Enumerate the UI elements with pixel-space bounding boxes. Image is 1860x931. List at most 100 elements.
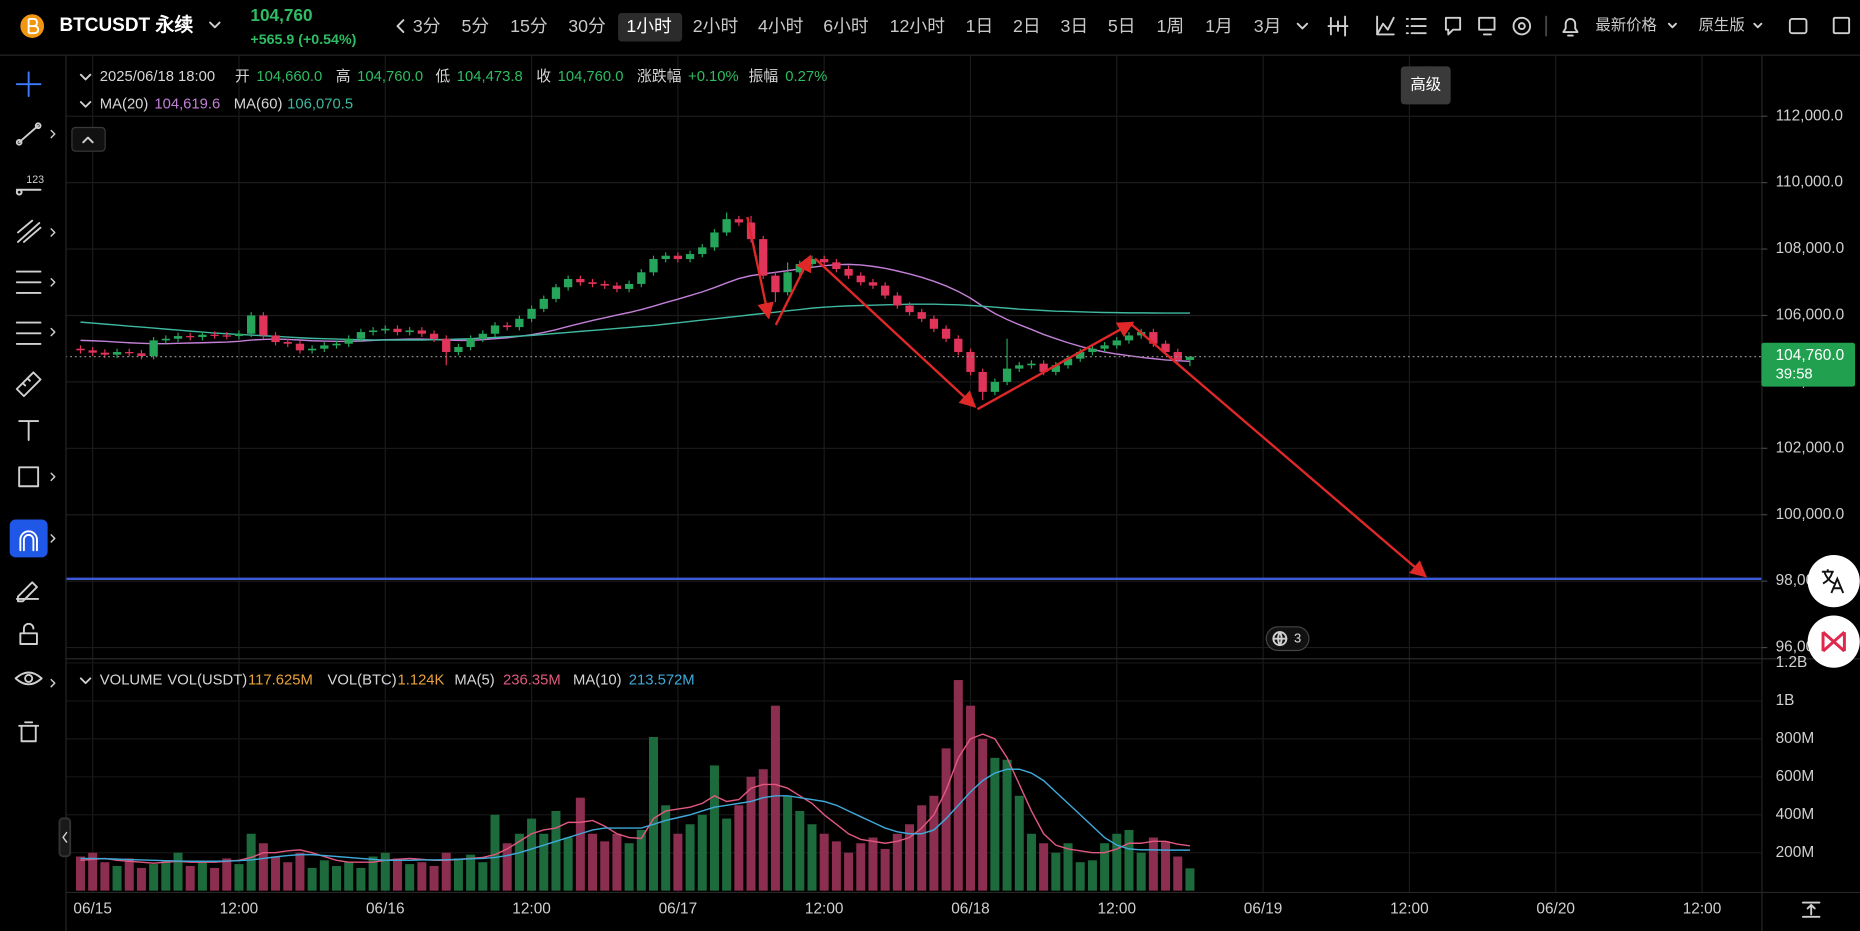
interval[interactable]: 6小时 [823, 16, 869, 36]
volume-bar [978, 738, 988, 891]
crosshair-tool[interactable] [15, 71, 42, 98]
interval[interactable]: 2小时 [693, 16, 739, 36]
candle-body [978, 371, 987, 392]
price-type[interactable]: 最新价格 [1595, 16, 1657, 34]
pattern-tool[interactable] [15, 270, 42, 294]
volume-bar [929, 795, 939, 891]
volume-ma-line [80, 768, 1190, 862]
volume-tick-label: 400M [1776, 806, 1815, 823]
replay-icon[interactable] [1478, 16, 1496, 36]
pen-tool[interactable] [15, 581, 40, 603]
price-change: +565.9 (+0.54%) [250, 32, 356, 48]
tool-icons [1327, 15, 1851, 37]
collapse-arrow [62, 831, 68, 843]
delete-tool[interactable] [18, 721, 40, 743]
interval[interactable]: 3日 [1060, 16, 1088, 36]
candle-body [941, 328, 951, 339]
ma-line [80, 263, 1191, 363]
symbol[interactable]: BTCUSDT 永续 [59, 13, 193, 36]
volume-bar [197, 862, 207, 891]
interval[interactable]: 1日 [966, 16, 994, 36]
candle-body [88, 350, 97, 353]
y-tick-label: 110,000.0 [1776, 174, 1843, 191]
price-tag-countdown: 39:58 [1776, 367, 1813, 383]
fib-tool[interactable] [17, 219, 42, 243]
interval[interactable]: 15分 [510, 16, 548, 36]
draw-icon[interactable] [1444, 16, 1462, 36]
volume-bar [1124, 829, 1134, 891]
magnet-active-bg [9, 519, 48, 558]
chevron[interactable] [209, 21, 221, 29]
candle-body [405, 330, 414, 333]
lock-tool[interactable] [19, 622, 38, 645]
shape-tool[interactable] [18, 466, 40, 488]
arrow [774, 254, 812, 326]
candle-body [515, 318, 524, 328]
candle-body [564, 278, 573, 288]
version[interactable]: 原生版 [1699, 16, 1745, 34]
legend: 2025/06/18 18:00 开 104,660.0 高 104,760.0 低 10… [71, 68, 827, 689]
visibility-tool[interactable] [14, 671, 43, 686]
volume-bar [441, 852, 451, 891]
number-tool[interactable] [15, 188, 42, 196]
line-tool[interactable] [15, 122, 42, 146]
interval[interactable]: 4小时 [758, 16, 804, 36]
candle-body [356, 332, 366, 339]
volume-bar [332, 866, 342, 891]
ruler-tool[interactable] [15, 371, 42, 398]
volume-bar [636, 829, 646, 891]
legend-value: +0.10% [688, 69, 739, 85]
interval[interactable]: 2日 [1013, 16, 1041, 36]
translate-icon [1821, 569, 1845, 594]
arrow [814, 257, 977, 408]
interval[interactable]: 3月 [1254, 16, 1282, 36]
candle-body [637, 272, 646, 284]
channel-tool[interactable] [15, 321, 42, 345]
volume-bar [892, 833, 902, 891]
volume-tick-label: 800M [1776, 730, 1815, 747]
legend-toggles[interactable] [79, 73, 92, 685]
interval[interactable]: 5分 [462, 16, 490, 36]
chart-type-icon[interactable] [1327, 15, 1349, 37]
settings-icon[interactable] [1512, 16, 1532, 36]
layout-icon[interactable] [1788, 18, 1808, 35]
indicator-icon[interactable] [1376, 15, 1395, 36]
translate-button[interactable] [1807, 555, 1860, 608]
candle-body [368, 330, 378, 333]
volume-bar [575, 797, 585, 891]
interval[interactable]: 30分 [568, 16, 606, 36]
interval[interactable]: 1周 [1157, 16, 1185, 36]
x-tick-label: 12:00 [805, 901, 844, 918]
legend-value: 104,760.0 [558, 69, 624, 85]
interval[interactable]: 3分 [413, 16, 441, 36]
ma-name: MA(20) [100, 96, 149, 112]
volume-bar [709, 765, 719, 891]
volume-bar [722, 818, 732, 891]
volume-bar [392, 858, 402, 891]
collapse-tab[interactable] [58, 817, 72, 858]
candle-body [454, 347, 463, 353]
volume-bar [905, 824, 915, 891]
ma-value: 104,619.6 [154, 96, 220, 112]
interval[interactable]: 1小时 [626, 16, 672, 36]
list-icon[interactable] [1405, 18, 1427, 35]
alert-icon[interactable] [1562, 18, 1579, 37]
fullscreen-icon[interactable] [1832, 16, 1851, 35]
tool-label: 123 [26, 174, 44, 186]
candle-body [1027, 363, 1036, 366]
vol-ma-value: 236.35M [503, 673, 561, 689]
scroll-left[interactable] [396, 19, 405, 33]
magnet-tool[interactable] [19, 530, 38, 552]
axis-reset-icon[interactable] [1801, 901, 1821, 918]
more-intervals[interactable] [1296, 22, 1309, 30]
interval[interactable]: 12小时 [890, 16, 946, 36]
volume-bar [307, 867, 317, 891]
interval[interactable]: 5日 [1108, 16, 1136, 36]
text-tool[interactable] [18, 420, 40, 441]
candle-body [1015, 365, 1024, 369]
legend-value: 104,660.0 [256, 69, 322, 85]
candle-body [283, 342, 292, 344]
interval[interactable]: 1月 [1205, 16, 1233, 36]
candle-body [149, 340, 158, 356]
legend-label: 开 [235, 69, 250, 85]
